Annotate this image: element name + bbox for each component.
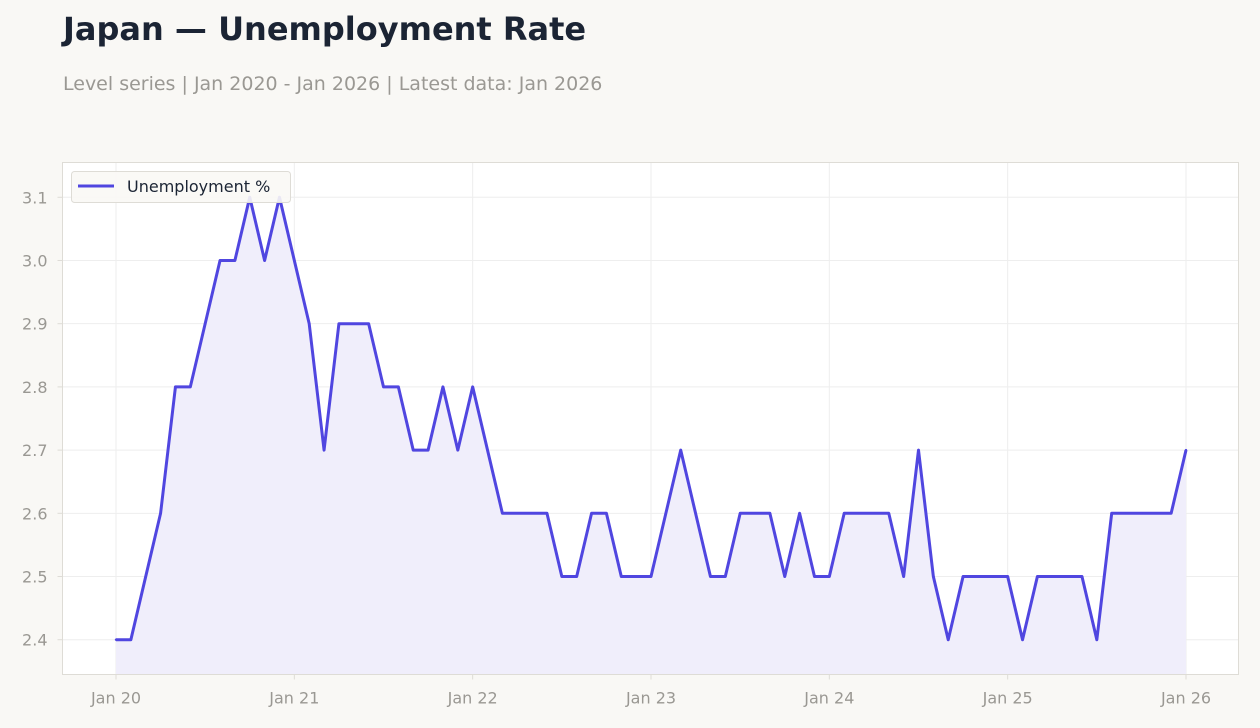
x-axis-ticks: Jan 20 Jan 21 Jan 22 Jan 23 Jan 24 Jan 25 Jan … [90,674,1211,708]
data-point-2025-08 [1110,512,1113,515]
x-tick-label: Jan 20 [90,689,141,708]
data-point-2021-10 [426,448,430,452]
data-point-2024-09 [947,638,950,641]
y-tick-label: 2.6 [22,504,47,523]
data-point-2021-08 [397,385,400,389]
data-point-2021-12 [456,448,460,452]
data-point-2021-03 [322,448,326,452]
data-point-2022-03 [501,512,504,515]
y-tick-label: 2.7 [22,441,47,460]
data-point-2022-05 [530,512,534,515]
data-point-2025-01 [1006,575,1009,578]
chart-title: Japan — Unemployment Rate [63,10,587,48]
data-point-2022-07 [560,575,564,578]
data-point-2025-05 [1065,575,1069,578]
data-point-2023-03 [679,448,682,452]
data-point-2024-08 [932,575,935,578]
data-point-2023-01 [649,575,653,578]
y-tick-label: 3.1 [22,188,47,207]
data-point-2024-01 [828,575,831,578]
data-point-2020-03 [144,575,147,578]
data-point-2020-09 [233,259,237,262]
data-point-2021-06 [367,322,370,325]
data-point-2023-08 [753,512,757,515]
x-tick-label: Jan 24 [803,689,854,708]
data-point-2025-12 [1169,512,1173,515]
data-point-2020-11 [263,259,266,262]
data-point-2022-02 [486,448,489,452]
data-point-2025-02 [1021,638,1024,641]
data-point-2023-11 [798,512,801,515]
series-area-fill [116,197,1186,675]
data-point-2020-07 [203,322,207,325]
data-point-2024-04 [872,512,876,515]
data-point-2024-05 [887,512,890,515]
legend-label: Unemployment % [127,177,270,196]
data-point-2023-06 [724,575,727,578]
data-point-2023-04 [694,512,697,515]
data-point-2023-12 [813,575,816,578]
data-point-2023-07 [738,512,742,515]
data-point-2024-03 [857,512,861,515]
data-point-2023-09 [768,512,772,515]
data-point-2020-04 [159,512,162,515]
data-point-2021-05 [352,322,355,325]
data-point-2025-09 [1125,512,1128,515]
data-point-2022-11 [620,575,623,578]
y-axis-ticks: 2.4 2.5 2.6 2.7 2.8 2.9 3.0 3.1 [22,188,63,650]
data-point-2021-01 [293,259,296,262]
data-point-2022-01 [471,385,474,389]
data-point-2025-10 [1140,512,1143,515]
data-point-2020-01 [114,638,118,641]
data-point-2025-04 [1051,575,1054,578]
data-point-2024-10 [961,575,965,578]
data-point-2024-06 [902,575,905,578]
x-tick-label: Jan 21 [268,689,319,708]
x-tick-label: Jan 22 [447,689,498,708]
x-tick-label: Jan 23 [625,689,676,708]
y-tick-label: 2.5 [22,568,47,587]
data-point-2024-12 [991,575,995,578]
y-tick-label: 2.9 [22,315,47,334]
data-point-2024-02 [842,512,846,515]
data-points [114,196,1188,641]
legend-box [71,171,291,203]
data-point-2020-06 [189,385,192,389]
y-tick-label: 3.0 [22,251,47,270]
data-point-2021-04 [337,322,341,325]
chart-subtitle: Level series | Jan 2020 - Jan 2026 | Lat… [63,73,603,95]
data-point-2022-09 [590,512,593,515]
data-point-2021-11 [441,385,445,389]
data-point-2024-11 [976,575,980,578]
y-tick-label: 2.8 [22,378,47,397]
data-point-2024-07 [917,448,920,452]
data-point-2020-05 [174,385,177,389]
data-point-2025-06 [1080,575,1084,578]
data-point-2022-08 [575,575,578,578]
data-point-2025-07 [1095,638,1099,641]
data-point-2023-02 [664,512,668,515]
data-point-2022-12 [634,575,638,578]
data-point-2020-08 [218,259,222,262]
data-point-2023-05 [709,575,712,578]
data-point-2022-04 [516,512,519,515]
data-point-2026-01 [1184,448,1188,452]
x-tick-label: Jan 25 [982,689,1033,708]
legend: Unemployment % [71,171,291,203]
data-point-2025-03 [1036,575,1039,578]
data-point-2023-10 [783,575,786,578]
data-point-2025-11 [1155,512,1158,515]
data-point-2021-02 [307,322,311,325]
data-point-2021-07 [382,385,385,389]
y-tick-label: 2.4 [22,631,47,650]
data-point-2020-02 [129,638,133,641]
data-point-2022-10 [605,512,608,515]
x-tick-label: Jan 26 [1160,689,1211,708]
data-point-2021-09 [412,448,415,452]
data-point-2022-06 [545,512,549,515]
